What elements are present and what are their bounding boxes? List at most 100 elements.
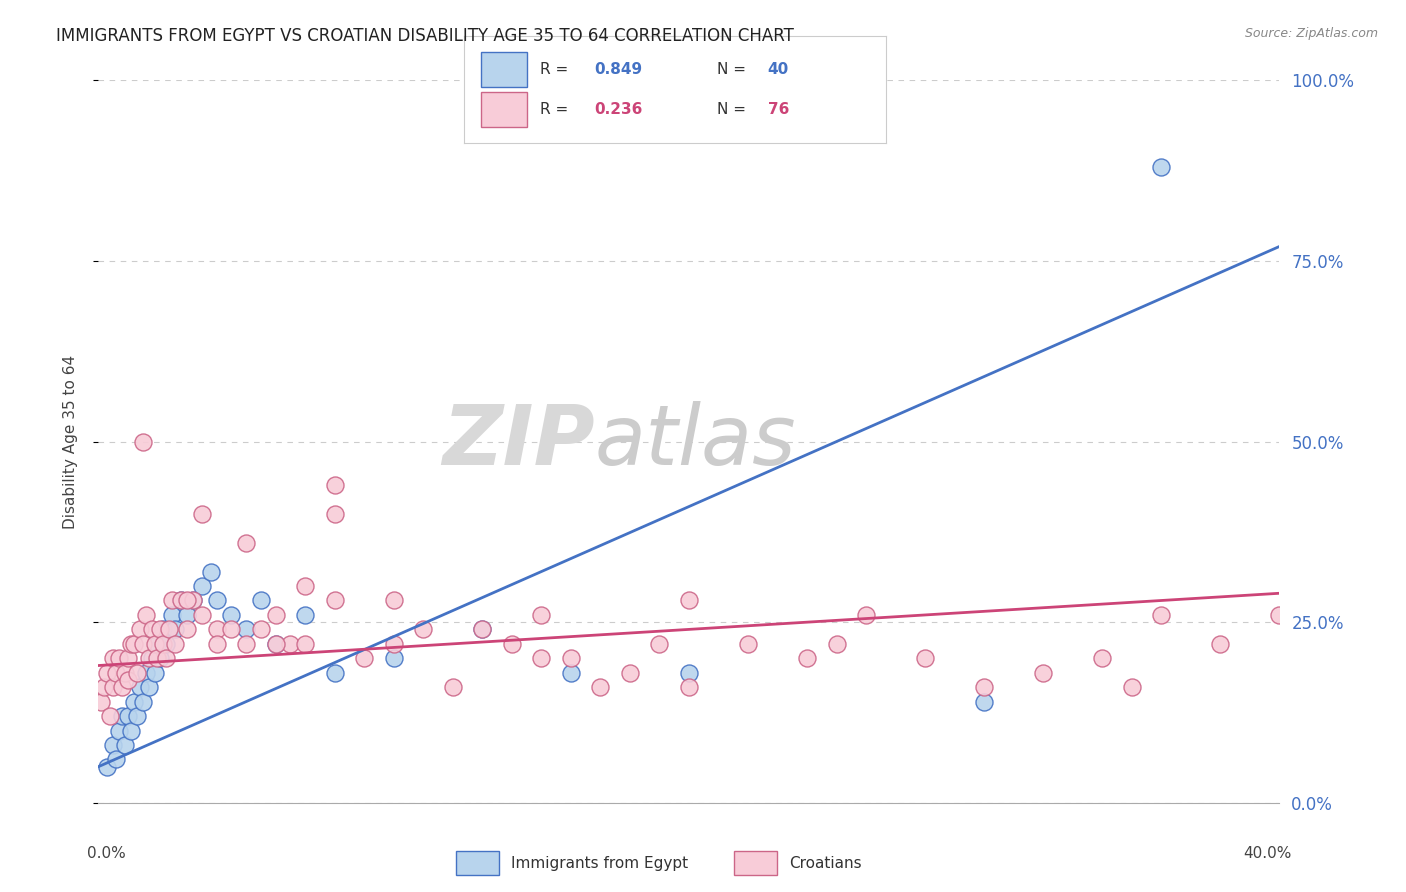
Point bbox=[132, 434, 155, 449]
Point bbox=[103, 651, 125, 665]
Point bbox=[235, 535, 257, 549]
Point bbox=[181, 593, 204, 607]
Point bbox=[678, 665, 700, 680]
Text: N =: N = bbox=[717, 102, 751, 117]
Text: atlas: atlas bbox=[595, 401, 796, 482]
Point bbox=[796, 651, 818, 665]
Point bbox=[264, 607, 287, 622]
Point bbox=[111, 709, 134, 723]
Point bbox=[149, 651, 172, 665]
Point bbox=[250, 593, 273, 607]
Point bbox=[120, 723, 142, 738]
Point bbox=[117, 709, 139, 723]
Point bbox=[737, 637, 759, 651]
Point bbox=[162, 593, 183, 607]
Point bbox=[973, 695, 995, 709]
Bar bbox=[456, 851, 499, 875]
Point bbox=[323, 507, 346, 521]
Point bbox=[170, 593, 193, 607]
Point bbox=[149, 623, 172, 637]
Bar bbox=[481, 52, 527, 87]
Point bbox=[855, 607, 877, 622]
Point bbox=[235, 623, 257, 637]
Point bbox=[264, 637, 287, 651]
Point bbox=[138, 680, 160, 694]
Point bbox=[96, 760, 118, 774]
Point bbox=[155, 651, 177, 665]
Point bbox=[108, 723, 131, 738]
Point bbox=[132, 637, 155, 651]
Point bbox=[1032, 665, 1054, 680]
Text: 40.0%: 40.0% bbox=[1243, 847, 1291, 861]
Point bbox=[560, 665, 582, 680]
Point bbox=[157, 623, 180, 637]
Bar bbox=[481, 92, 527, 127]
Point bbox=[914, 651, 936, 665]
Text: IMMIGRANTS FROM EGYPT VS CROATIAN DISABILITY AGE 35 TO 64 CORRELATION CHART: IMMIGRANTS FROM EGYPT VS CROATIAN DISABI… bbox=[56, 27, 794, 45]
Point bbox=[96, 665, 118, 680]
Point bbox=[122, 695, 145, 709]
Point bbox=[114, 665, 136, 680]
Point bbox=[176, 593, 198, 607]
Point bbox=[108, 651, 131, 665]
Point bbox=[165, 637, 187, 651]
Text: 76: 76 bbox=[768, 102, 789, 117]
Point bbox=[678, 680, 700, 694]
Point bbox=[501, 637, 523, 651]
Point bbox=[382, 637, 405, 651]
Point bbox=[170, 593, 193, 607]
Text: R =: R = bbox=[540, 102, 574, 117]
Point bbox=[205, 593, 228, 607]
Point bbox=[250, 623, 273, 637]
Point bbox=[589, 680, 612, 694]
Point bbox=[530, 607, 553, 622]
Text: N =: N = bbox=[717, 62, 751, 77]
Point bbox=[155, 637, 177, 651]
Point bbox=[471, 623, 494, 637]
Point bbox=[294, 607, 316, 622]
Point bbox=[143, 637, 166, 651]
Point bbox=[353, 651, 375, 665]
Point bbox=[146, 651, 169, 665]
Point bbox=[530, 651, 553, 665]
Text: 40: 40 bbox=[768, 62, 789, 77]
Point bbox=[103, 738, 125, 752]
Point bbox=[117, 651, 139, 665]
Point bbox=[235, 637, 257, 651]
Point bbox=[152, 623, 174, 637]
Point bbox=[678, 593, 700, 607]
Point bbox=[205, 623, 228, 637]
Point bbox=[221, 607, 243, 622]
Point bbox=[264, 637, 287, 651]
Point bbox=[619, 665, 641, 680]
Point bbox=[1209, 637, 1232, 651]
Point bbox=[105, 665, 128, 680]
Point bbox=[103, 680, 125, 694]
Point bbox=[165, 623, 187, 637]
Point bbox=[191, 507, 214, 521]
Bar bbox=[734, 851, 778, 875]
Text: 0.849: 0.849 bbox=[595, 62, 643, 77]
Point bbox=[128, 623, 150, 637]
Point bbox=[471, 623, 494, 637]
Point bbox=[135, 665, 157, 680]
Point bbox=[125, 665, 148, 680]
Point bbox=[176, 623, 198, 637]
Point bbox=[1091, 651, 1114, 665]
Point bbox=[1268, 607, 1291, 622]
Point bbox=[294, 579, 316, 593]
Point bbox=[176, 607, 198, 622]
Point bbox=[93, 680, 115, 694]
Point bbox=[90, 695, 112, 709]
Point bbox=[973, 680, 995, 694]
Point bbox=[412, 623, 434, 637]
Point bbox=[111, 680, 134, 694]
Point bbox=[152, 637, 174, 651]
Point bbox=[181, 593, 204, 607]
Point bbox=[323, 665, 346, 680]
Point bbox=[560, 651, 582, 665]
Point bbox=[141, 651, 163, 665]
Point bbox=[382, 593, 405, 607]
Point bbox=[191, 607, 214, 622]
Point bbox=[141, 623, 163, 637]
